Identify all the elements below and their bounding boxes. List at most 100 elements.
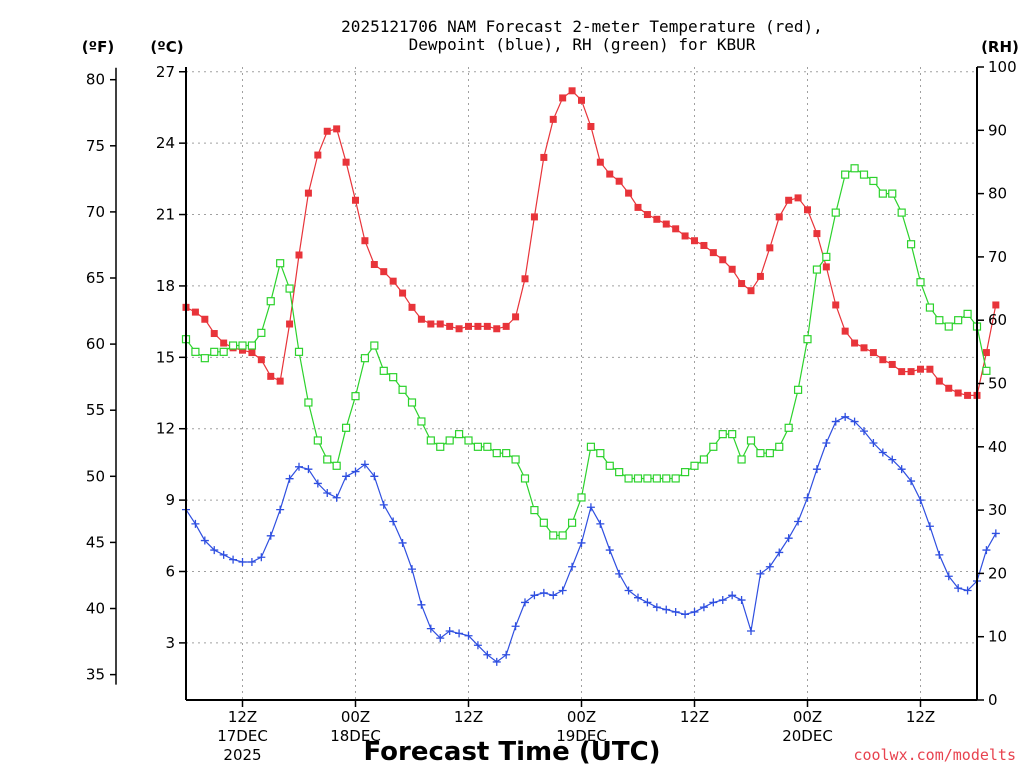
temperature-point: [700, 241, 708, 249]
rh-point: [982, 366, 991, 375]
x-axis-label: Forecast Time (UTC): [363, 737, 660, 767]
x-tick-label: 00Z: [341, 708, 370, 726]
temperature-point: [954, 389, 962, 397]
dewpoint-point: [784, 534, 793, 543]
temperature-point: [493, 325, 501, 333]
rh-tick-label: 20: [988, 564, 1007, 582]
temperature-point: [483, 322, 491, 330]
dewpoint-point: [925, 522, 934, 531]
rh-point: [426, 436, 435, 445]
rh-point: [520, 474, 530, 483]
temperature-point: [248, 349, 256, 357]
temperature-point: [766, 244, 774, 252]
x-tick-date-label: 17DEC: [217, 727, 268, 745]
dewpoint-point: [718, 596, 727, 605]
dewpoint-point: [351, 467, 360, 476]
rh-point: [784, 423, 793, 432]
series-layer: [181, 87, 1000, 666]
dewpoint-point: [389, 517, 398, 526]
temperature-point: [239, 346, 246, 354]
rh-point: [680, 468, 690, 477]
dewpoint-point: [360, 460, 369, 469]
rh-point: [859, 170, 869, 179]
temperature-point: [992, 301, 1000, 309]
dewpoint-point: [596, 519, 605, 528]
dewpoint-point: [812, 465, 821, 474]
series-rh: [181, 164, 991, 540]
rh-point: [812, 265, 822, 274]
dewpoint-point: [473, 641, 482, 650]
temperature-point: [314, 151, 322, 159]
dewpoint-point: [963, 586, 972, 595]
dewpoint-point: [257, 553, 266, 562]
temperature-point: [643, 211, 651, 219]
temperature-point: [220, 339, 228, 347]
rh-point: [379, 366, 388, 375]
rh-point: [615, 468, 624, 477]
celsius-tick-label: 18: [156, 277, 175, 295]
rh-point: [276, 259, 285, 268]
dewpoint-point: [756, 569, 765, 578]
dewpoint-point: [982, 546, 991, 555]
rh-tick-label: 60: [988, 311, 1007, 329]
fahrenheit-tick-label: 35: [86, 666, 105, 684]
dewpoint-point: [370, 472, 379, 481]
x-tick-label: 12Z: [454, 708, 483, 726]
rh-point: [643, 474, 652, 483]
celsius-tick-label: 24: [156, 134, 175, 152]
rh-point: [888, 189, 897, 198]
rh-point: [228, 341, 238, 350]
temperature-point: [964, 391, 972, 399]
rh-point: [210, 347, 219, 356]
temperature-point: [267, 372, 275, 380]
temperature-point: [879, 356, 887, 364]
dewpoint-point: [313, 479, 322, 488]
dewpoint-point: [944, 572, 953, 581]
rh-point: [718, 430, 727, 439]
rh-tick-label: 50: [988, 375, 1007, 393]
dewpoint-point: [426, 624, 435, 633]
rh-point: [464, 436, 473, 445]
temperature-point: [446, 322, 454, 330]
temperature-point: [399, 289, 407, 297]
dewpoint-point: [549, 591, 558, 600]
rh-point: [567, 518, 577, 527]
temperature-point: [502, 322, 510, 330]
temperature-point: [926, 365, 934, 373]
rh-point: [925, 303, 935, 312]
celsius-tick-label: 3: [165, 634, 175, 652]
temperature-point: [210, 330, 218, 338]
temperature-point: [380, 268, 388, 276]
temperature-point: [540, 153, 548, 161]
dewpoint-point: [605, 546, 614, 555]
dewpoint-point: [897, 465, 906, 474]
dewpoint-point: [878, 448, 887, 457]
dewpoint-point: [455, 629, 464, 638]
rh-point: [200, 354, 209, 363]
temperature-point: [822, 263, 830, 271]
dewpoint-point: [238, 557, 247, 566]
rh-point: [577, 493, 586, 502]
temperature-point: [559, 94, 567, 102]
celsius-tick-label: 21: [156, 206, 175, 224]
temperature-point: [333, 125, 341, 133]
temperature-point: [323, 127, 331, 135]
temperature-point: [606, 170, 614, 178]
rh-point: [596, 449, 605, 458]
rh-point: [709, 442, 718, 451]
dewpoint-point: [765, 562, 774, 571]
temperature-point: [615, 177, 623, 185]
dewpoint-point: [266, 531, 275, 540]
axes: 3 6 9 12 15 18 21 24 27 35 40 45 50 55 60 65 70 75 80 0 10 20…: [86, 58, 1017, 764]
rh-point: [436, 442, 445, 451]
x-tick-label: 12Z: [228, 708, 257, 726]
fahrenheit-tick-label: 70: [86, 203, 105, 221]
rh-tick-label: 10: [988, 628, 1007, 646]
x-tick-date-label: 19DEC: [556, 727, 607, 745]
dewpoint-point: [907, 477, 916, 486]
rh-point: [351, 392, 360, 401]
series-temperature: [182, 87, 1000, 399]
dewpoint-point: [860, 427, 868, 436]
fahrenheit-tick-label: 55: [86, 401, 105, 419]
